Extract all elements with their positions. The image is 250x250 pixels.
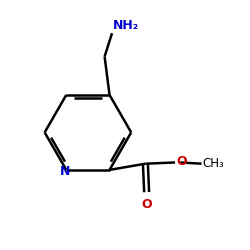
Text: O: O [176,155,187,168]
Text: O: O [141,198,152,210]
Text: N: N [60,165,70,178]
Text: NH₂: NH₂ [113,19,140,32]
Text: CH₃: CH₃ [202,157,224,170]
